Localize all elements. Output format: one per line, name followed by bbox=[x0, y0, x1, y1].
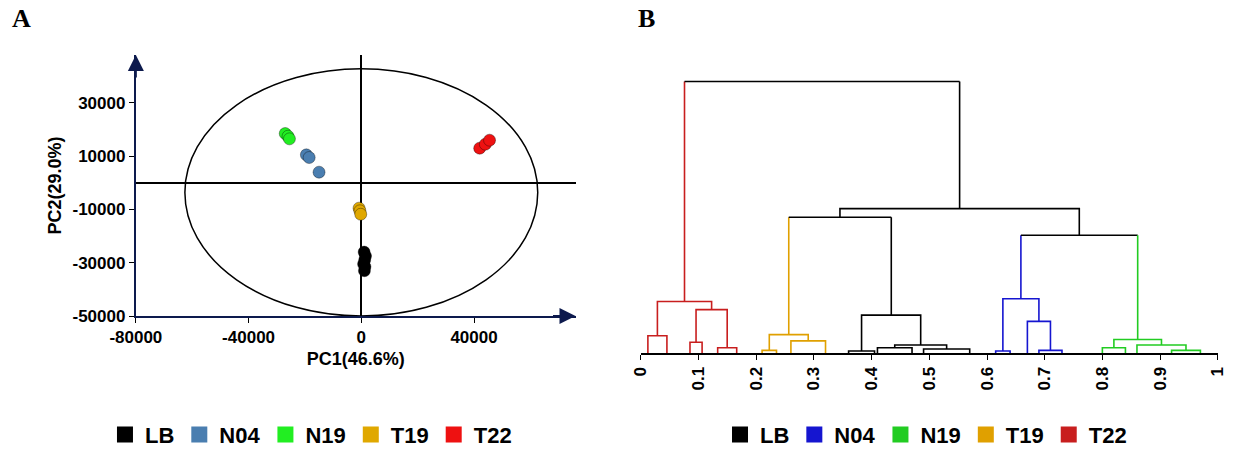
svg-text:T22: T22 bbox=[1089, 423, 1127, 448]
svg-text:N04: N04 bbox=[834, 423, 875, 448]
svg-text:0.2: 0.2 bbox=[747, 367, 766, 391]
svg-text:0.4: 0.4 bbox=[862, 366, 881, 390]
svg-text:PC1(46.6%): PC1(46.6%) bbox=[307, 349, 405, 369]
svg-text:0: 0 bbox=[357, 328, 366, 347]
svg-text:0.1: 0.1 bbox=[689, 367, 708, 391]
svg-text:-40000: -40000 bbox=[222, 328, 275, 347]
svg-text:T19: T19 bbox=[1006, 423, 1044, 448]
svg-text:-80000: -80000 bbox=[109, 328, 162, 347]
svg-text:0.9: 0.9 bbox=[1151, 367, 1170, 391]
svg-text:-30000: -30000 bbox=[73, 254, 126, 273]
svg-text:0.7: 0.7 bbox=[1035, 367, 1054, 391]
svg-text:B: B bbox=[638, 4, 655, 33]
svg-text:N04: N04 bbox=[219, 423, 260, 448]
svg-text:30000: 30000 bbox=[78, 94, 125, 113]
svg-text:LB: LB bbox=[760, 423, 789, 448]
svg-text:40000: 40000 bbox=[450, 328, 497, 347]
svg-text:1: 1 bbox=[1208, 367, 1227, 376]
svg-text:N19: N19 bbox=[305, 423, 345, 448]
svg-text:-10000: -10000 bbox=[73, 200, 126, 219]
svg-text:0.3: 0.3 bbox=[805, 367, 824, 391]
svg-text:T19: T19 bbox=[391, 423, 429, 448]
svg-text:A: A bbox=[12, 4, 31, 33]
svg-text:0.8: 0.8 bbox=[1093, 367, 1112, 391]
svg-text:-50000: -50000 bbox=[73, 307, 126, 326]
svg-text:0: 0 bbox=[631, 367, 650, 376]
svg-text:LB: LB bbox=[145, 423, 174, 448]
svg-text:PC2(29.0%): PC2(29.0%) bbox=[45, 136, 65, 234]
svg-text:0.5: 0.5 bbox=[920, 367, 939, 391]
svg-text:T22: T22 bbox=[474, 423, 512, 448]
svg-text:10000: 10000 bbox=[78, 147, 125, 166]
svg-text:N19: N19 bbox=[920, 423, 960, 448]
svg-text:0.6: 0.6 bbox=[978, 367, 997, 391]
